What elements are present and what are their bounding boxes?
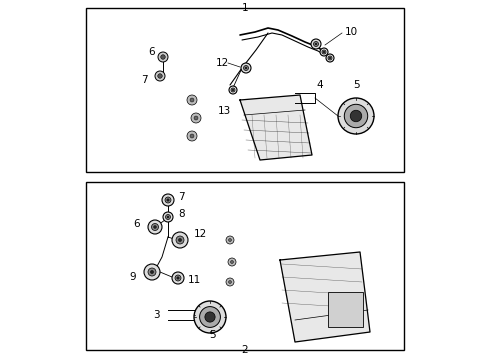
Circle shape bbox=[323, 51, 325, 53]
Circle shape bbox=[226, 236, 234, 244]
Text: 11: 11 bbox=[188, 275, 201, 285]
Circle shape bbox=[148, 268, 156, 276]
Circle shape bbox=[314, 41, 318, 46]
Text: 13: 13 bbox=[218, 106, 231, 116]
Polygon shape bbox=[240, 95, 312, 160]
Circle shape bbox=[167, 216, 169, 218]
Circle shape bbox=[148, 220, 162, 234]
Circle shape bbox=[150, 270, 153, 274]
Circle shape bbox=[178, 238, 182, 242]
Circle shape bbox=[187, 131, 197, 141]
Circle shape bbox=[326, 54, 334, 62]
Circle shape bbox=[241, 63, 251, 73]
Circle shape bbox=[205, 312, 215, 322]
Circle shape bbox=[199, 307, 220, 327]
Circle shape bbox=[175, 275, 181, 281]
Circle shape bbox=[144, 264, 160, 280]
Circle shape bbox=[230, 261, 234, 264]
Circle shape bbox=[194, 301, 226, 333]
Circle shape bbox=[187, 95, 197, 105]
Text: 2: 2 bbox=[242, 345, 248, 355]
Circle shape bbox=[166, 215, 171, 220]
Circle shape bbox=[194, 116, 198, 120]
Polygon shape bbox=[280, 252, 370, 342]
Text: 9: 9 bbox=[129, 272, 136, 282]
Bar bbox=[86, 182, 404, 350]
Circle shape bbox=[320, 48, 328, 56]
Circle shape bbox=[311, 39, 321, 49]
Circle shape bbox=[229, 86, 237, 94]
Circle shape bbox=[350, 110, 362, 122]
Circle shape bbox=[228, 239, 231, 242]
Text: 7: 7 bbox=[142, 75, 148, 85]
Circle shape bbox=[329, 57, 331, 59]
Circle shape bbox=[155, 71, 165, 81]
Circle shape bbox=[163, 212, 173, 222]
Bar bbox=[328, 292, 363, 327]
Circle shape bbox=[245, 67, 247, 69]
Circle shape bbox=[328, 56, 332, 60]
Circle shape bbox=[344, 104, 368, 128]
Circle shape bbox=[228, 258, 236, 266]
Circle shape bbox=[177, 277, 179, 279]
Circle shape bbox=[338, 98, 374, 134]
Text: 5: 5 bbox=[209, 330, 215, 340]
Circle shape bbox=[165, 197, 171, 203]
Text: 12: 12 bbox=[216, 58, 229, 68]
Text: 6: 6 bbox=[148, 47, 155, 57]
Circle shape bbox=[153, 226, 156, 228]
Circle shape bbox=[167, 199, 169, 201]
Circle shape bbox=[190, 98, 194, 102]
Text: 6: 6 bbox=[133, 219, 140, 229]
Circle shape bbox=[190, 134, 194, 138]
Circle shape bbox=[244, 66, 248, 71]
Circle shape bbox=[176, 236, 184, 244]
Text: 10: 10 bbox=[345, 27, 358, 37]
Circle shape bbox=[232, 89, 234, 91]
Circle shape bbox=[172, 232, 188, 248]
Text: 3: 3 bbox=[153, 310, 160, 320]
Circle shape bbox=[162, 194, 174, 206]
Circle shape bbox=[158, 52, 168, 62]
Bar bbox=[86, 8, 404, 172]
Circle shape bbox=[228, 280, 231, 284]
Circle shape bbox=[151, 224, 158, 230]
Circle shape bbox=[226, 278, 234, 286]
Circle shape bbox=[158, 74, 162, 78]
Text: 7: 7 bbox=[178, 192, 185, 202]
Circle shape bbox=[161, 55, 165, 59]
Text: 12: 12 bbox=[194, 229, 207, 239]
Circle shape bbox=[172, 272, 184, 284]
Circle shape bbox=[191, 113, 201, 123]
Circle shape bbox=[322, 50, 326, 54]
Text: 4: 4 bbox=[316, 80, 322, 90]
Text: 1: 1 bbox=[242, 3, 248, 13]
Circle shape bbox=[231, 88, 235, 92]
Text: 8: 8 bbox=[178, 209, 185, 219]
Circle shape bbox=[315, 43, 317, 45]
Text: 5: 5 bbox=[353, 80, 359, 90]
